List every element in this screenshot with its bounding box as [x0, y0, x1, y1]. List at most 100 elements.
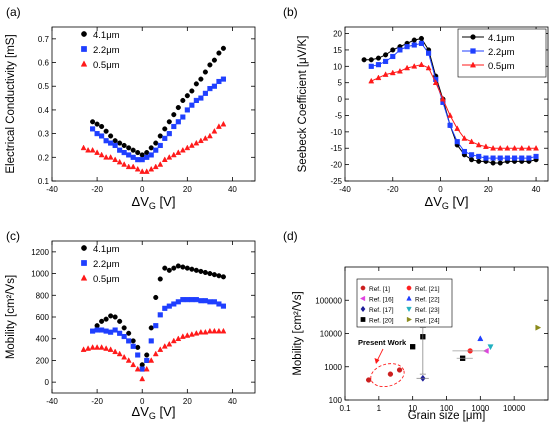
y-tick-label: 0.4 — [38, 106, 50, 115]
data-point — [202, 298, 208, 304]
data-point — [179, 333, 186, 339]
data-point — [418, 40, 424, 46]
data-point — [152, 163, 159, 170]
y-tick-label: -5 — [335, 111, 343, 120]
data-point — [117, 147, 123, 153]
legend-label: 2.2μm — [93, 45, 120, 56]
data-point — [157, 133, 163, 139]
data-point — [447, 122, 453, 128]
data-point — [135, 157, 141, 163]
y-tick-label: 1000 — [31, 270, 49, 279]
legend-marker — [470, 34, 476, 40]
data-point — [375, 62, 381, 68]
data-point — [99, 133, 105, 139]
data-point — [107, 154, 114, 160]
legend-label: Ref. [20] — [369, 318, 394, 325]
data-point — [512, 155, 518, 161]
x-tick-label: 0 — [438, 185, 443, 194]
x-tick-label: 0 — [140, 185, 145, 194]
data-point — [198, 298, 204, 304]
data-point — [80, 144, 87, 151]
data-point — [411, 63, 418, 69]
data-point — [112, 156, 119, 162]
data-point — [215, 123, 222, 129]
y-tick-label: -20 — [330, 161, 342, 170]
data-point — [171, 265, 177, 271]
data-point — [215, 327, 222, 334]
data-point — [482, 143, 489, 149]
annotation-ellipse — [370, 363, 405, 388]
data-point — [368, 57, 374, 63]
data-point — [382, 71, 389, 77]
y-tick-label: 10 — [333, 62, 342, 71]
x-axis-label: Grain size [μm] — [408, 410, 486, 422]
data-point — [108, 313, 114, 319]
x-tick-label: 40 — [532, 185, 541, 194]
data-point — [184, 93, 190, 99]
data-point — [497, 144, 504, 151]
data-point — [368, 77, 375, 84]
data-point — [94, 327, 100, 333]
plot-frame — [51, 26, 256, 182]
data-point — [148, 145, 154, 151]
y-tick-label: 800 — [36, 291, 50, 300]
data-point — [139, 366, 145, 372]
x-tick-label: -40 — [46, 397, 58, 406]
data-point — [175, 299, 181, 305]
data-point — [206, 327, 213, 334]
data-point — [375, 74, 382, 81]
y-tick-label: 0.7 — [38, 35, 50, 44]
data-point — [202, 269, 208, 276]
x-tick-label: 20 — [183, 185, 192, 194]
data-point — [161, 343, 168, 349]
data-point — [166, 119, 172, 125]
legend-marker — [360, 317, 366, 322]
y-tick-label: 0.1 — [38, 177, 50, 186]
x-tick-label: 100 — [440, 404, 454, 413]
plot-frame — [344, 26, 549, 182]
data-point — [103, 328, 109, 334]
data-point — [469, 157, 475, 163]
data-point — [148, 338, 154, 344]
data-point — [175, 105, 181, 111]
data-point — [170, 337, 177, 344]
data-point — [175, 263, 181, 269]
data-point — [497, 160, 503, 166]
data-point — [153, 294, 159, 301]
x-tick-label: 40 — [228, 397, 237, 406]
data-point — [198, 95, 204, 101]
data-point — [184, 297, 190, 303]
x-tick-label: 1 — [377, 404, 382, 413]
data-point — [130, 154, 136, 160]
data-point — [180, 97, 186, 103]
data-point — [85, 345, 92, 351]
data-point — [454, 139, 460, 145]
data-point — [469, 152, 475, 158]
legend-label: 4.1μm — [93, 244, 120, 255]
data-point — [135, 344, 141, 350]
legend-label: Ref. [16] — [369, 297, 394, 304]
y-tick-label: -25 — [330, 177, 342, 186]
data-point — [211, 57, 217, 63]
x-tick-label: 40 — [228, 185, 237, 194]
y-tick-label: 10000 — [320, 330, 343, 339]
data-point — [107, 346, 114, 352]
data-point — [103, 345, 110, 351]
data-point — [126, 330, 132, 336]
data-point — [389, 69, 396, 76]
data-point — [166, 303, 172, 309]
data-point — [139, 157, 145, 163]
data-point — [90, 119, 96, 125]
data-point — [216, 78, 222, 85]
legend-label: 0.5μm — [93, 60, 120, 71]
data-point — [121, 353, 128, 360]
data-point — [171, 123, 177, 130]
data-point — [410, 344, 416, 350]
data-point — [135, 150, 141, 156]
legend-marker — [406, 295, 412, 301]
data-point — [139, 152, 145, 158]
legend-marker — [406, 306, 412, 313]
data-point — [157, 142, 163, 149]
y-tick-label: 100 — [329, 396, 343, 405]
y-axis-label: Mobility [cm²/Vs] — [292, 291, 304, 375]
